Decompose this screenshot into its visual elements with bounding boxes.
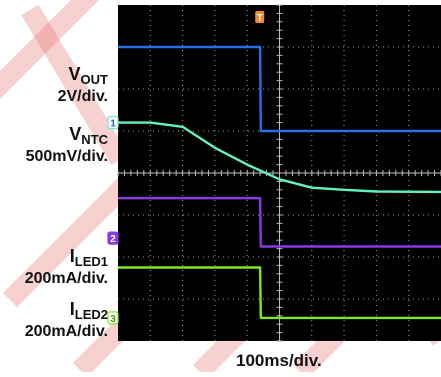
traces [118, 45, 441, 320]
trace-1 [118, 45, 441, 133]
channel-labels: VOUT2V/div.VNTC500mV/div.ILED1200mA/div.… [25, 64, 109, 340]
channel-label-subscript-1: OUT [81, 72, 109, 87]
channel-label-subscript-2: NTC [81, 132, 108, 147]
channel-marker-box-2 [107, 231, 119, 245]
channel-marker-3: 3 [107, 311, 119, 325]
watermark-stroke-0 [0, 0, 100, 100]
channel-marker-1: 1 [107, 115, 119, 130]
channel-label-symbol-3: I [70, 246, 75, 266]
channel-label-symbol-1: V [69, 64, 81, 84]
channel-label-symbol-2: V [69, 124, 81, 144]
channel-label-symbol-4: I [70, 299, 75, 319]
channel-marker-box-3 [107, 311, 119, 325]
channel-label-name-2: VNTC [69, 124, 108, 147]
trigger-marker: T [255, 11, 265, 24]
channel-label-subscript-4: LED2 [75, 307, 108, 322]
channel-label-scale-4: 200mA/div. [25, 323, 108, 340]
trigger-marker-text: T [257, 13, 263, 24]
channel-markers: T 1 2 3 [107, 11, 265, 325]
channel-marker-2: 2 [107, 231, 119, 245]
channel-label-name-3: ILED1 [70, 246, 108, 269]
x-axis-label: 100ms/div. [236, 351, 322, 370]
channel-label-name-1: VOUT [69, 64, 109, 87]
channel-label-subscript-3: LED1 [75, 254, 108, 269]
grid [117, 4, 441, 342]
trace-4 [118, 266, 441, 320]
channel-marker-text-1: 1 [110, 119, 116, 130]
channel-marker-text-2: 2 [110, 234, 116, 245]
channel-label-scale-1: 2V/div. [58, 88, 108, 105]
channel-marker-box-1 [107, 115, 119, 130]
trigger-marker-box [255, 11, 265, 23]
channel-label-name-4: ILED2 [70, 299, 108, 322]
channel-marker-text-3: 3 [110, 314, 116, 325]
channel-label-scale-2: 500mV/div. [26, 148, 108, 165]
channel-label-scale-3: 200mA/div. [25, 270, 108, 287]
trace-3 [118, 196, 441, 248]
trace-2 [118, 121, 441, 194]
watermark-stroke-5 [21, 4, 129, 166]
